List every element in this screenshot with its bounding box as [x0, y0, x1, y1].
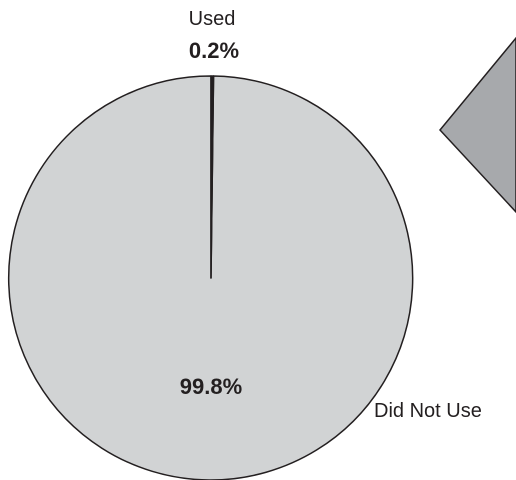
pie-group	[7, 75, 414, 480]
slice-label-did-not-use: Did Not Use	[374, 400, 482, 422]
slice-value-did-not-use: 99.8%	[179, 374, 243, 399]
slice-value-used: 0.2%	[188, 38, 240, 63]
pie-slice-used	[210, 75, 215, 279]
slice-label-used: Used	[188, 8, 236, 30]
partial-diamond-shape	[439, 36, 516, 214]
